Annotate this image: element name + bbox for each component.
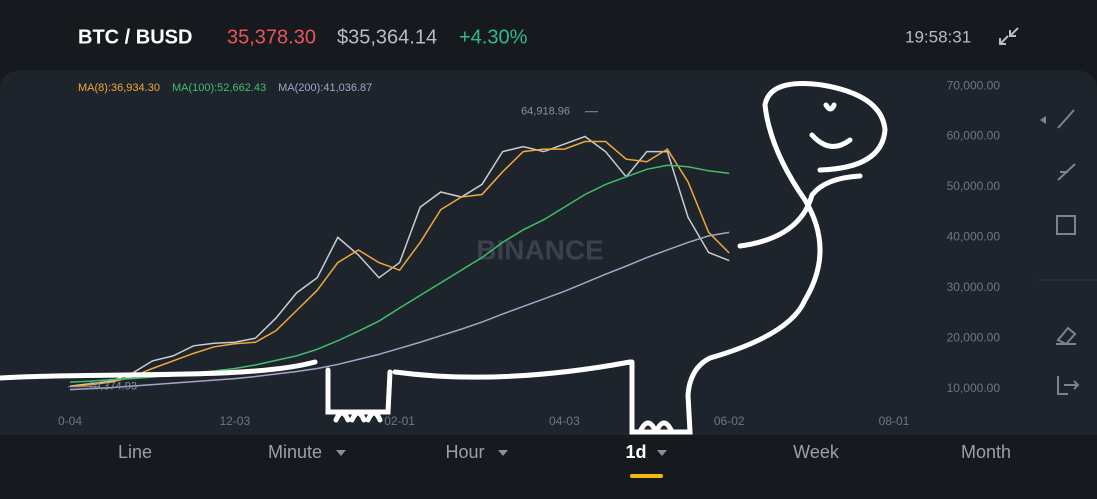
x-tick-label: 04-03	[549, 414, 580, 428]
y-tick-label: 70,000.00	[947, 78, 1001, 92]
pair: BTC / BUSD	[78, 26, 192, 48]
ma-line	[69, 231, 730, 391]
x-tick-label: 0-04	[58, 414, 82, 428]
chart-panel	[0, 70, 1097, 435]
x-tick-label: 08-01	[879, 414, 910, 428]
watermark: BINANCE	[476, 234, 604, 265]
usd-price: $35,364.14	[337, 26, 437, 48]
time: 19:58:31	[905, 27, 971, 46]
tab[interactable]: Line	[118, 442, 152, 462]
plot: BINANCE 10,000.00 20,000.00 30,000.00 40,000…	[58, 78, 1000, 428]
exit-tool[interactable]	[1057, 376, 1080, 395]
tab[interactable]: Week	[793, 442, 840, 462]
fullscreen-icon[interactable]	[999, 27, 1019, 45]
y-tick-label: 20,000.00	[947, 330, 1001, 344]
y-tick-label: 40,000.00	[947, 230, 1001, 244]
annotation: 64,918.96	[521, 106, 570, 118]
tabs: Line Minute Hour 1d Week Month	[118, 442, 1011, 462]
ma-line	[69, 140, 730, 388]
eraser-tool[interactable]	[1056, 326, 1077, 346]
tab[interactable]: Minute	[268, 442, 322, 462]
last-price: 35,378.30	[227, 26, 316, 48]
tab[interactable]: Hour	[445, 442, 484, 462]
path-tool[interactable]	[1057, 163, 1076, 181]
legend-entry: MA(8):36,934.30	[78, 82, 160, 94]
x-tick-label: 02-01	[384, 414, 415, 428]
legend: MA(8):36,934.30 MA(100):52,662.43 MA(200):…	[78, 82, 372, 94]
toolbar	[1056, 109, 1080, 395]
y-tick-label: 10,000.00	[947, 381, 1001, 395]
y-tick-label: 30,000.00	[947, 280, 1001, 294]
y-tick-label: 60,000.00	[947, 129, 1001, 143]
legend-entry: MA(200):41,036.87	[278, 82, 372, 94]
tab[interactable]: 1d	[625, 442, 646, 462]
x-tick-label: 12-03	[219, 414, 250, 428]
price-line	[69, 135, 730, 387]
annotation: 10,374.93	[88, 381, 137, 393]
legend-entry: MA(100):52,662.43	[172, 82, 266, 94]
change: +4.30%	[459, 26, 528, 48]
x-tick-label: 06-02	[714, 414, 745, 428]
tab[interactable]: Month	[961, 442, 1011, 462]
dropdown-arrows	[336, 450, 667, 456]
toolbar-arrow	[1040, 116, 1046, 124]
rect-tool[interactable]	[1056, 215, 1076, 235]
y-tick-label: 50,000.00	[947, 179, 1001, 193]
line-tool[interactable]	[1057, 109, 1075, 129]
doodle	[0, 81, 888, 435]
active-tab-underline	[630, 474, 663, 478]
